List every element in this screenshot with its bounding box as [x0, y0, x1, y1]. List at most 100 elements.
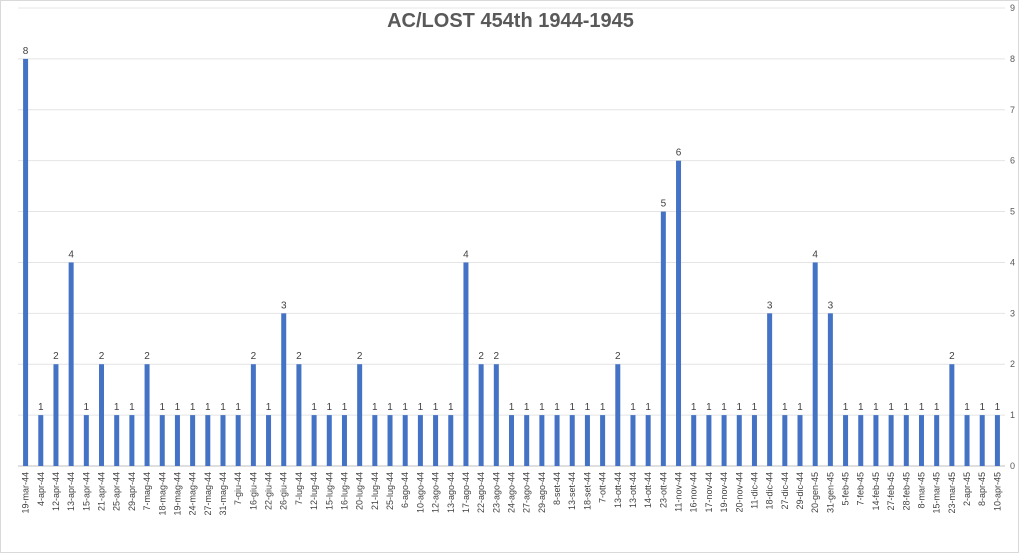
data-label: 2 — [494, 351, 500, 362]
data-label: 1 — [205, 402, 211, 413]
data-label: 1 — [995, 402, 1001, 413]
data-label: 1 — [752, 402, 758, 413]
x-tick-label: 7-lug-44 — [294, 472, 304, 505]
data-label: 2 — [53, 351, 59, 362]
bar — [554, 415, 560, 466]
x-tick-label: 23-ago-44 — [491, 472, 501, 513]
x-tick-label: 24-ago-44 — [507, 472, 517, 513]
data-label: 1 — [904, 402, 910, 413]
bar — [691, 415, 697, 466]
bar — [129, 415, 135, 466]
data-label: 1 — [387, 402, 393, 413]
data-label: 1 — [129, 402, 135, 413]
x-tick-label: 6-ago-44 — [400, 472, 410, 508]
data-label: 1 — [38, 402, 44, 413]
x-tick-label: 5-feb-45 — [841, 472, 851, 506]
y-tick-label: 8 — [1010, 54, 1015, 64]
data-label: 1 — [418, 402, 424, 413]
x-tick-label: 12-apr-44 — [51, 472, 61, 511]
bar — [159, 415, 165, 466]
data-label: 1 — [235, 402, 241, 413]
x-tick-label: 7-feb-45 — [856, 472, 866, 506]
bar — [341, 415, 347, 466]
data-label: 1 — [524, 402, 530, 413]
data-label: 1 — [539, 402, 545, 413]
bar — [979, 415, 985, 466]
data-label: 1 — [782, 402, 788, 413]
data-label: 4 — [68, 249, 74, 260]
bar — [721, 415, 727, 466]
bar — [68, 262, 74, 466]
data-label: 1 — [266, 402, 272, 413]
bar — [539, 415, 545, 466]
x-tick-label: 13-ago-44 — [446, 472, 456, 513]
y-tick-label: 9 — [1010, 3, 1015, 13]
y-tick-label: 1 — [1010, 410, 1015, 420]
bar — [357, 364, 363, 466]
bar — [174, 415, 180, 466]
x-tick-label: 24-mag-44 — [188, 472, 198, 516]
x-tick-label: 23-mar-45 — [947, 472, 957, 514]
x-tick-label: 22-ago-44 — [476, 472, 486, 513]
x-tick-label: 13-apr-44 — [66, 472, 76, 511]
bar — [463, 262, 469, 466]
x-tick-label: 27-mag-44 — [203, 472, 213, 516]
x-tick-label: 10-apr-45 — [992, 472, 1002, 511]
data-label: 1 — [691, 402, 697, 413]
data-label: 1 — [554, 402, 560, 413]
data-label: 1 — [873, 402, 879, 413]
data-label: 1 — [372, 402, 378, 413]
data-label: 1 — [736, 402, 742, 413]
x-tick-label: 29-dic-44 — [795, 472, 805, 510]
x-tick-label: 8-mar-45 — [916, 472, 926, 509]
bar — [888, 415, 894, 466]
bar — [706, 415, 712, 466]
bar — [205, 415, 211, 466]
data-label: 3 — [828, 300, 834, 311]
x-tick-label: 18-set-44 — [582, 472, 592, 510]
x-tick-label: 28-feb-45 — [901, 472, 911, 511]
data-label: 4 — [812, 249, 818, 260]
data-label: 1 — [159, 402, 165, 413]
bar — [797, 415, 803, 466]
data-label: 1 — [797, 402, 803, 413]
bar — [478, 364, 484, 466]
bar — [190, 415, 196, 466]
data-label: 1 — [175, 402, 181, 413]
data-label: 1 — [220, 402, 226, 413]
data-label: 1 — [448, 402, 454, 413]
bar — [220, 415, 226, 466]
bar — [584, 415, 590, 466]
data-label: 8 — [23, 46, 29, 57]
x-tick-label: 18-dic-44 — [765, 472, 775, 510]
x-tick-label: 13-set-44 — [567, 472, 577, 510]
data-label: 1 — [979, 402, 985, 413]
data-label: 1 — [843, 402, 849, 413]
y-tick-label: 6 — [1010, 156, 1015, 166]
data-label: 5 — [661, 199, 667, 210]
x-tick-label: 7-giu-44 — [233, 472, 243, 505]
bar — [23, 58, 29, 467]
bar — [827, 313, 833, 466]
data-label: 3 — [767, 300, 773, 311]
bar — [83, 415, 89, 466]
x-tick-label: 7-ott-44 — [598, 472, 608, 503]
x-tick-label: 27-dic-44 — [780, 472, 790, 510]
bar — [934, 415, 940, 466]
bar — [402, 415, 408, 466]
bar — [281, 313, 287, 466]
x-tick-label: 20-gen-45 — [810, 472, 820, 513]
y-tick-label: 4 — [1010, 257, 1015, 267]
data-label: 1 — [84, 402, 90, 413]
bar — [372, 415, 378, 466]
data-label: 1 — [311, 402, 317, 413]
x-tick-label: 16-nov-44 — [689, 472, 699, 513]
x-tick-label: 16-lug-44 — [339, 472, 349, 510]
x-tick-label: 20-lug-44 — [355, 472, 365, 510]
x-tick-label: 21-lug-44 — [370, 472, 380, 510]
bar — [524, 415, 530, 466]
bar — [433, 415, 439, 466]
x-tick-label: 11-dic-44 — [749, 472, 759, 509]
